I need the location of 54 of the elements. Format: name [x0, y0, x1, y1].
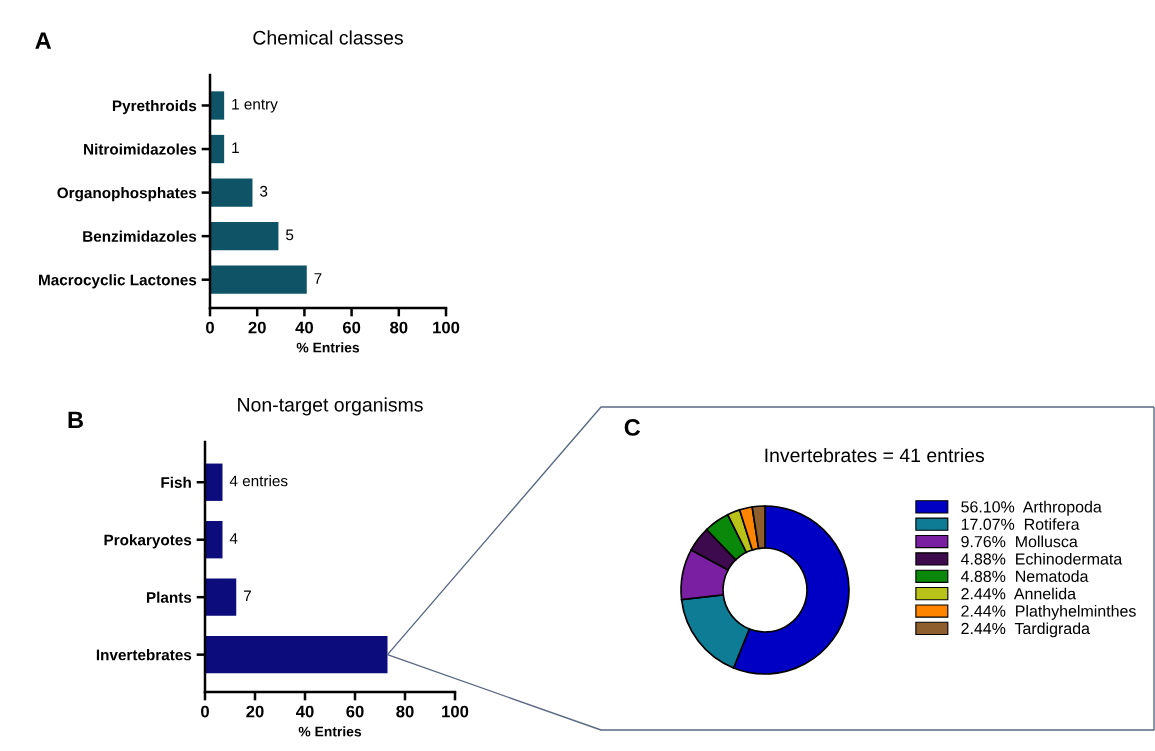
- x-tick-label: 80: [390, 321, 408, 334]
- bar: [210, 221, 279, 251]
- y-tick-label: Macrocyclic Lactones: [39, 274, 197, 289]
- x-tick-label: 60: [342, 321, 361, 334]
- annotation: 1: [232, 142, 239, 153]
- x-tick-label: 20: [246, 705, 264, 718]
- legend-label: 4.88% Echinodermata: [960, 552, 1123, 565]
- text: B: [68, 411, 83, 429]
- bar: [205, 521, 223, 559]
- y-tick-label: Benzimidazoles: [83, 230, 197, 242]
- legend-label: 4.88% Nematoda: [960, 570, 1089, 583]
- bar: [210, 91, 225, 120]
- x-tick-label: 40: [295, 321, 313, 334]
- legend-label: 2.44% Tardigrada: [961, 622, 1090, 638]
- text: A: [35, 32, 52, 49]
- y-tick-label: Organophosphates: [57, 187, 197, 202]
- x-tick-label: 0: [206, 321, 214, 334]
- text: C: [624, 419, 641, 436]
- x-tick-label: 60: [346, 705, 364, 718]
- annotation: 3: [260, 185, 268, 197]
- chart-title: Non-target organisms: [238, 397, 423, 416]
- y-tick-label: Pyrethroids: [112, 99, 197, 115]
- annotation: 7: [314, 273, 322, 284]
- bar: [210, 134, 225, 164]
- annotation: 4 entries: [229, 475, 288, 487]
- legend-label: 2.44% Annelida: [961, 587, 1077, 600]
- x-axis-title: % Entries: [298, 726, 362, 737]
- annotation: 5: [286, 229, 294, 241]
- legend-label: 9.76% Mollusca: [961, 535, 1078, 548]
- y-tick-label: Invertebrates: [96, 649, 192, 661]
- annotation: 4: [229, 533, 238, 544]
- bar: [205, 635, 388, 674]
- x-tick-label: 80: [396, 705, 414, 718]
- y-tick-label: Fish: [161, 476, 191, 488]
- legend-label: 17.07% Rotifera: [961, 518, 1080, 530]
- bar: [205, 578, 237, 616]
- y-tick-label: Nitroimidazoles: [84, 143, 197, 155]
- chart-title: Chemical classes: [253, 30, 403, 45]
- y-tick-label: Prokaryotes: [104, 534, 192, 549]
- bar: [210, 265, 307, 294]
- x-tick-label: 0: [201, 705, 209, 718]
- x-axis-title: % Entries: [296, 342, 360, 353]
- bar: [205, 463, 223, 501]
- x-tick-label: 40: [295, 705, 314, 718]
- legend-label: 56.10% Arthropoda: [961, 500, 1102, 516]
- bar: [210, 178, 253, 207]
- legend-label: 2.44% Plathyhelminthes: [961, 605, 1136, 620]
- annotation: 1 entry: [232, 98, 278, 113]
- x-tick-label: 100: [442, 705, 469, 718]
- x-tick-label: 100: [433, 321, 460, 334]
- y-tick-label: Plants: [146, 591, 192, 603]
- annotation: 7: [243, 590, 251, 602]
- chart-title: Invertebrates = 41 entries: [765, 447, 985, 463]
- x-tick-label: 20: [248, 321, 266, 334]
